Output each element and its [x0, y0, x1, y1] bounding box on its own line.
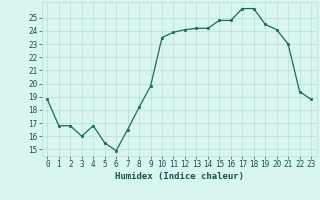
X-axis label: Humidex (Indice chaleur): Humidex (Indice chaleur) — [115, 172, 244, 181]
